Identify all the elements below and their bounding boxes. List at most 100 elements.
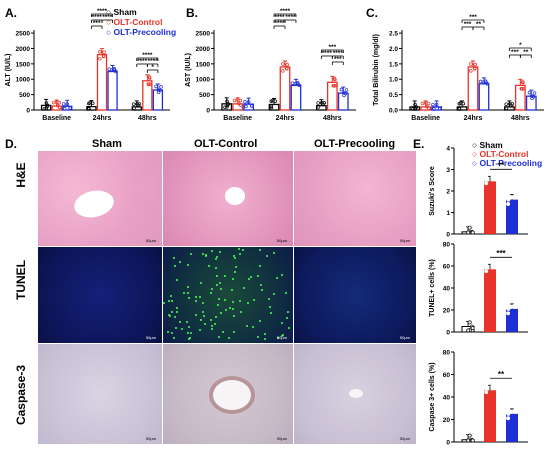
micrograph-he-sham: 50μm bbox=[38, 151, 162, 246]
tunel-positive-cell bbox=[198, 295, 201, 298]
significance-label: **** bbox=[97, 8, 108, 15]
data-point bbox=[432, 107, 436, 111]
tunel-positive-cell bbox=[216, 255, 219, 258]
tunel-positive-cell bbox=[181, 327, 183, 330]
tunel-positive-cell bbox=[173, 336, 176, 339]
data-point bbox=[532, 91, 537, 95]
data-point bbox=[236, 98, 240, 102]
data-point bbox=[470, 326, 475, 331]
data-point bbox=[427, 106, 431, 111]
tunel-positive-cell bbox=[232, 331, 235, 334]
y-tick-label: 1.0 bbox=[389, 77, 398, 84]
circle-marker-icon: ○ bbox=[106, 27, 114, 37]
tunel-positive-cell bbox=[188, 296, 191, 299]
circle-marker-icon: ○ bbox=[106, 7, 114, 17]
tunel-positive-cell bbox=[261, 288, 264, 291]
tunel-positive-cell bbox=[218, 298, 221, 301]
data-point bbox=[269, 105, 274, 110]
tunel-positive-cell bbox=[209, 291, 212, 294]
micrograph-caspase-olt-precooling: 50μm bbox=[294, 344, 416, 444]
data-point bbox=[285, 67, 289, 71]
tunel-positive-cell bbox=[233, 314, 236, 317]
data-point bbox=[490, 175, 495, 180]
tunel-positive-cell bbox=[259, 284, 262, 287]
data-point bbox=[45, 103, 50, 108]
data-point bbox=[65, 102, 69, 106]
bar bbox=[506, 199, 518, 234]
tunel-positive-cell bbox=[280, 274, 283, 277]
legend-e: ○ Sham ○ OLT-Control ○ OLT-Precooling bbox=[472, 141, 542, 168]
tunel-positive-cell bbox=[280, 321, 283, 324]
tunel-positive-cell bbox=[173, 264, 176, 267]
chart-suzuki: 0 1 2 3 4 Suzuki's Score ** bbox=[429, 146, 528, 239]
data-point bbox=[243, 100, 247, 104]
significance-label: *** bbox=[469, 14, 477, 21]
tunel-positive-cell bbox=[176, 278, 179, 281]
column-label-sham: Sham bbox=[92, 138, 122, 150]
data-point bbox=[225, 105, 229, 109]
y-axis-label: Suzuki's Score bbox=[429, 166, 436, 216]
tunel-positive-cell bbox=[216, 303, 219, 306]
x-category-label: 48hrs bbox=[138, 115, 157, 122]
tunel-positive-cell bbox=[202, 311, 205, 314]
data-point bbox=[232, 98, 237, 103]
tunel-positive-cell bbox=[186, 320, 189, 323]
data-point bbox=[131, 102, 136, 106]
tunel-positive-cell bbox=[264, 337, 267, 340]
tunel-positive-cell bbox=[231, 301, 234, 304]
bar bbox=[478, 83, 490, 111]
data-point bbox=[101, 54, 106, 59]
tunel-positive-cell bbox=[188, 337, 191, 340]
legend-item-olt-precooling: ○ OLT-Precooling bbox=[106, 27, 177, 37]
significance-label: * bbox=[519, 42, 522, 49]
y-tick-label: 20 bbox=[443, 417, 451, 424]
data-point bbox=[320, 100, 324, 105]
data-point bbox=[159, 85, 163, 89]
significance-label: **** bbox=[137, 58, 148, 65]
data-point bbox=[411, 107, 415, 111]
legend-item-sham: ○ Sham bbox=[106, 7, 137, 17]
data-point bbox=[239, 103, 243, 107]
row-label-caspase3: Caspase-3 bbox=[14, 364, 28, 426]
y-tick-label: 2000 bbox=[196, 46, 211, 53]
tunel-positive-cell bbox=[210, 324, 213, 327]
tunel-positive-cell bbox=[187, 326, 190, 329]
data-point bbox=[290, 81, 295, 85]
tunel-positive-cell bbox=[263, 332, 266, 335]
tunel-positive-cell bbox=[204, 254, 207, 257]
y-tick-label: 80 bbox=[443, 350, 451, 357]
legend-item-olt-control: ○ OLT-Control bbox=[106, 17, 163, 27]
significance-label: **** bbox=[280, 8, 291, 15]
significance-label: ** bbox=[498, 161, 505, 170]
data-point bbox=[467, 320, 472, 325]
tunel-positive-cell bbox=[239, 253, 242, 256]
y-tick-label: 0.5 bbox=[389, 92, 398, 99]
data-point bbox=[342, 93, 346, 98]
chart-alt: 0 500 1000 1500 2000 2500 ALT (IU/L) Baseline 24… bbox=[5, 8, 170, 122]
data-point bbox=[482, 265, 487, 270]
data-point bbox=[339, 87, 344, 92]
tunel-positive-cell bbox=[220, 288, 223, 291]
tunel-positive-cell bbox=[270, 312, 273, 315]
tunel-positive-cell bbox=[259, 248, 262, 251]
panel-label-b: B. bbox=[186, 6, 198, 20]
data-point bbox=[61, 102, 66, 106]
chart-ast: 0 500 1000 1500 2000 2500 AST (IU/L) Baseline 24… bbox=[185, 8, 356, 122]
tunel-positive-cell bbox=[210, 250, 213, 253]
data-point bbox=[506, 311, 511, 316]
data-point bbox=[506, 202, 511, 206]
significance-label: **** bbox=[142, 52, 153, 59]
tunel-positive-cell bbox=[234, 271, 237, 274]
tunel-positive-cell bbox=[194, 314, 197, 317]
data-point bbox=[490, 384, 495, 389]
row-label-tunel: TUNEL bbox=[14, 260, 28, 300]
data-point bbox=[469, 69, 473, 73]
tunel-positive-cell bbox=[168, 314, 171, 317]
data-point bbox=[484, 390, 489, 395]
micrograph-he-olt-control: 50μm bbox=[163, 151, 293, 246]
tunel-positive-cell bbox=[287, 327, 290, 329]
y-tick-label: 1000 bbox=[196, 77, 211, 84]
significance-label: *** bbox=[329, 44, 337, 51]
data-point bbox=[316, 105, 321, 109]
data-point bbox=[90, 101, 95, 106]
